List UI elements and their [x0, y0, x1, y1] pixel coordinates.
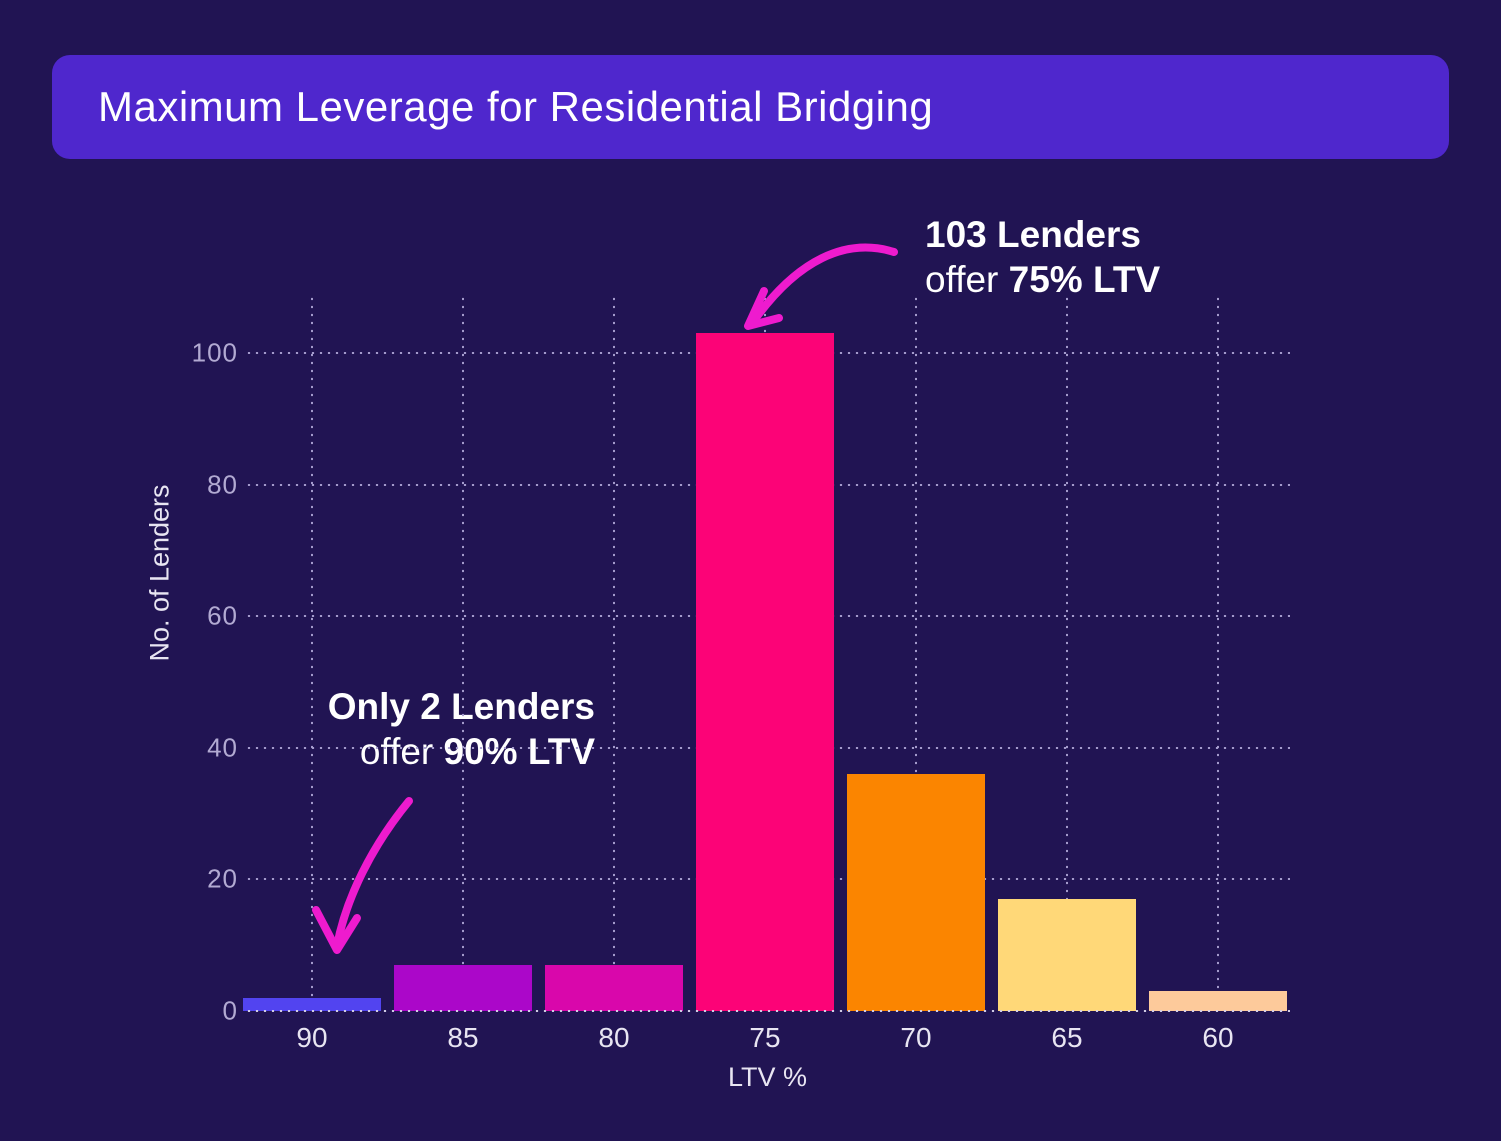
bar-75ltv: [696, 333, 834, 1011]
x-tick-label-60: 60: [1202, 1022, 1234, 1053]
gridline-v-70: [915, 295, 917, 1011]
annotation-75ltv-line2: offer 75% LTV: [925, 259, 1161, 300]
y-tick-label-0: 0: [222, 995, 238, 1026]
y-tick-label-80: 80: [207, 469, 238, 500]
title-banner: Maximum Leverage for Residential Bridgin…: [52, 55, 1449, 159]
bar-70ltv: [847, 774, 985, 1011]
bar-65ltv: [998, 899, 1136, 1011]
bar-80ltv: [545, 964, 683, 1011]
gridline-v-80: [613, 295, 615, 1011]
gridline-v-60: [1217, 295, 1219, 1011]
bar-85ltv: [394, 964, 532, 1011]
y-axis-title: No. of Lenders: [144, 484, 175, 662]
y-tick-label-60: 60: [207, 600, 238, 631]
gridline-v-85: [462, 295, 464, 1011]
x-axis-ticks: 90 85 80 75 70 65 60: [245, 1022, 1290, 1056]
bar-90ltv: [243, 997, 381, 1011]
x-tick-label-90: 90: [296, 1022, 328, 1053]
gridline-v-90: [311, 295, 313, 1011]
annotation-90ltv: Only 2 Lenders offer 90% LTV: [295, 684, 595, 774]
x-tick-label-65: 65: [1051, 1022, 1083, 1053]
gridline-v-65: [1066, 295, 1068, 1011]
x-axis-title: LTV %: [727, 1062, 808, 1092]
annotation-75ltv-line1: 103 Lenders: [925, 214, 1141, 255]
x-tick-label-75: 75: [749, 1022, 781, 1053]
y-tick-label-20: 20: [207, 863, 238, 894]
x-tick-label-80: 80: [598, 1022, 630, 1053]
x-axis-baseline: [245, 1010, 1290, 1012]
page-title: Maximum Leverage for Residential Bridgin…: [98, 83, 934, 130]
y-tick-label-100: 100: [191, 337, 238, 368]
annotation-90ltv-line1: Only 2 Lenders: [327, 686, 595, 727]
x-tick-label-70: 70: [900, 1022, 932, 1053]
annotation-90ltv-line2: offer 90% LTV: [359, 731, 595, 772]
bar-60ltv: [1149, 991, 1287, 1011]
y-axis-ticks: 0 20 40 60 80 100: [130, 295, 238, 1025]
x-tick-label-85: 85: [447, 1022, 479, 1053]
annotation-75ltv: 103 Lenders offer 75% LTV: [925, 212, 1160, 302]
y-tick-label-40: 40: [207, 732, 238, 763]
plot-area: [243, 295, 1290, 1012]
